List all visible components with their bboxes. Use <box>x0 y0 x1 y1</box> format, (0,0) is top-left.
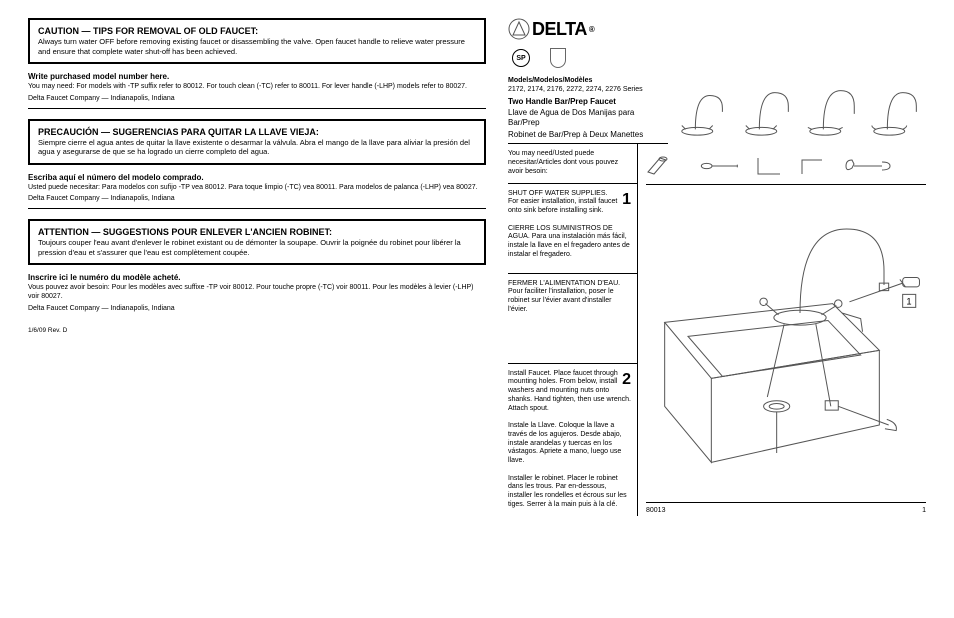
doc-num: 80013 <box>646 507 665 514</box>
plumbers-putty-icon <box>646 154 686 178</box>
warning-es: PRECAUCIÓN — SUGERENCIAS PARA QUITAR LA … <box>28 119 486 165</box>
hex-key-icon <box>754 154 784 178</box>
steps-two-col: You may need/Usted puede necesitar/Artic… <box>508 144 926 515</box>
warning-es-body: Siempre cierre el agua antes de quitar l… <box>38 138 470 156</box>
steps-left: You may need/Usted puede necesitar/Artic… <box>508 144 638 515</box>
shield-icon <box>550 48 566 68</box>
step-1-num: 1 <box>622 190 631 210</box>
step-1-cell: 1 SHUT OFF WATER SUPPLIES. For easier in… <box>508 184 637 274</box>
step-2-num: 2 <box>622 370 631 390</box>
faucet-thumb-3 <box>804 80 862 140</box>
main-diagram: 1 <box>646 185 926 503</box>
addr-fr: Delta Faucet Company — Indianapolis, Ind… <box>28 305 486 314</box>
tools-cell: You may need/Usted puede necesitar/Artic… <box>508 144 637 183</box>
sink-install-illustration: 1 <box>646 191 926 491</box>
step-2-es: Instale la Llave. Coloque la llave a tra… <box>508 422 622 464</box>
cert-row: SP <box>512 48 926 68</box>
step-2-fr: Installer le robinet. Placer le robinet … <box>508 475 627 508</box>
models-list: 2172, 2174, 2176, 2272, 2274, 2276 Serie… <box>508 85 668 94</box>
series-title-fr: Robinet de Bar/Prep à Deux Manettes <box>508 130 668 140</box>
footer-row: 80013 1 <box>646 507 926 514</box>
model-row: Models/Modelos/Modèles 2172, 2174, 2176,… <box>508 76 926 144</box>
series-title-en: Two Handle Bar/Prep Faucet <box>508 97 668 107</box>
section-en: Write purchased model number here. You m… <box>28 72 486 109</box>
warning-en-head: CAUTION — TIPS FOR REMOVAL OF OLD FAUCET… <box>38 26 258 36</box>
addr-es: Delta Faucet Company — Indianapolis, Ind… <box>28 195 486 204</box>
step-2-cell: 2 Install Faucet. Place faucet through m… <box>508 364 637 516</box>
right-column: DELTA® SP Models/Modelos/Modèles 2172, 2… <box>486 18 926 600</box>
title-fr: Inscrire ici le numéro du modèle acheté. <box>28 273 486 282</box>
faucet-thumb-4 <box>868 80 926 140</box>
delta-triangle-icon <box>508 18 530 40</box>
warning-fr-body: Toujours couper l'eau avant d'enlever le… <box>38 238 461 256</box>
faucet-thumb-1 <box>676 80 734 140</box>
warning-fr-head: ATTENTION — SUGGESTIONS POUR ENLEVER L'A… <box>38 227 332 237</box>
step-1-en: SHUT OFF WATER SUPPLIES. For easier inst… <box>508 190 617 215</box>
steps-right: 1 80013 1 <box>638 144 926 515</box>
hex-key-2-icon <box>798 154 828 178</box>
svg-text:1: 1 <box>906 297 911 307</box>
warning-es-head: PRECAUCIÓN — SUGERENCIAS PARA QUITAR LA … <box>38 127 319 137</box>
screwdriver-icon <box>700 154 740 178</box>
section-fr: Inscrire ici le numéro du modèle acheté.… <box>28 273 486 317</box>
csa-icon: SP <box>512 49 530 67</box>
series-title-es: Llave de Agua de Dos Manijas para Bar/Pr… <box>508 108 668 127</box>
faucet-thumbnails <box>676 80 926 144</box>
step-1-fr-cell: FERMER L'ALIMENTATION D'EAU. Pour facili… <box>508 274 637 364</box>
faucet-thumb-2 <box>740 80 798 140</box>
wrench-icon <box>842 154 892 178</box>
title-en: Write purchased model number here. <box>28 72 486 81</box>
model-block: Models/Modelos/Modèles 2172, 2174, 2176,… <box>508 76 668 144</box>
section-es: Escriba aquí el número del modelo compra… <box>28 173 486 210</box>
brand-row: DELTA® <box>508 18 926 40</box>
questions-es: Usted puede necesitar: Para modelos con … <box>28 184 486 193</box>
tools-diagram <box>646 144 926 185</box>
brand-name: DELTA <box>532 19 587 40</box>
tools-label: You may need/Usted puede necesitar/Artic… <box>508 150 618 175</box>
step-2-en: Install Faucet. Place faucet through mou… <box>508 370 631 412</box>
rev-code: 1/6/09 Rev. D <box>28 327 486 334</box>
title-es: Escriba aquí el número del modelo compra… <box>28 173 486 182</box>
step-1-es: CIERRE LOS SUMINISTROS DE AGUA. Para una… <box>508 225 630 258</box>
page-num: 1 <box>922 507 926 514</box>
warning-en: CAUTION — TIPS FOR REMOVAL OF OLD FAUCET… <box>28 18 486 64</box>
addr-en: Delta Faucet Company — Indianapolis, Ind… <box>28 95 486 104</box>
models-head: Models/Modelos/Modèles <box>508 76 668 85</box>
left-column: CAUTION — TIPS FOR REMOVAL OF OLD FAUCET… <box>28 18 486 600</box>
warning-en-body: Always turn water OFF before removing ex… <box>38 37 465 55</box>
brand-logo: DELTA® <box>508 18 594 40</box>
warning-fr: ATTENTION — SUGGESTIONS POUR ENLEVER L'A… <box>28 219 486 265</box>
step-1-fr: FERMER L'ALIMENTATION D'EAU. Pour facili… <box>508 280 620 313</box>
questions-en: You may need: For models with -TP suffix… <box>28 83 486 92</box>
questions-fr: Vous pouvez avoir besoin: Pour les modèl… <box>28 284 486 302</box>
